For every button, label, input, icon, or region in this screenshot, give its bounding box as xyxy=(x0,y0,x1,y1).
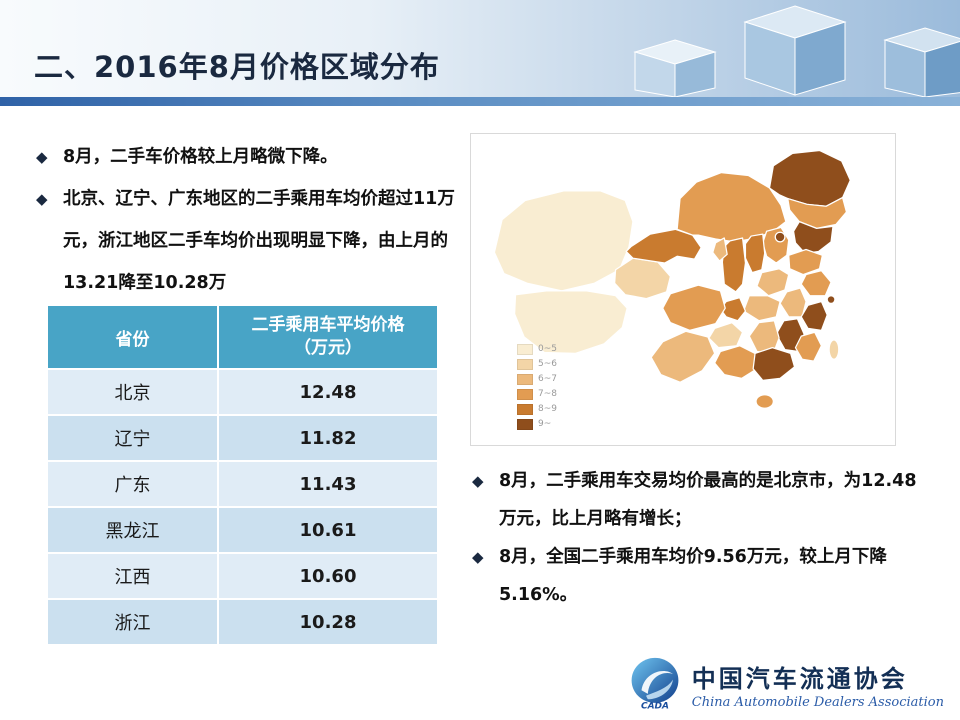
region-fujian xyxy=(794,331,823,362)
china-choropleth-map xyxy=(493,149,851,409)
bullet-item: ◆ 8月，二手车价格较上月略微下降。 xyxy=(36,136,460,178)
legend-swatch xyxy=(517,374,533,385)
table-row: 江西 10.60 xyxy=(48,552,437,598)
legend-item: 7~8 xyxy=(517,387,557,402)
legend-swatch xyxy=(517,419,533,430)
legend-swatch xyxy=(517,389,533,400)
footer-org: 中国汽车流通协会 China Automobile Dealers Associ… xyxy=(692,659,944,710)
table-row: 广东 11.43 xyxy=(48,460,437,506)
bullet-text: 8月，全国二手乘用车均价9.56万元，较上月下降5.16%。 xyxy=(499,547,887,605)
region-taiwan xyxy=(828,339,840,360)
org-name-en: China Automobile Dealers Association xyxy=(691,694,944,710)
region-jilin xyxy=(787,196,848,229)
province-cell: 江西 xyxy=(48,554,219,598)
bullet-text: 北京、辽宁、广东地区的二手乘用车均价超过11万元，浙江地区二手车均价出现明显下降… xyxy=(63,189,455,293)
province-cell: 广东 xyxy=(48,462,219,506)
legend-swatch xyxy=(517,359,533,370)
cada-logo-text: CADA xyxy=(641,701,669,711)
bullet-item: ◆ 北京、辽宁、广东地区的二手乘用车均价超过11万元，浙江地区二手车均价出现明显… xyxy=(36,178,460,304)
legend-swatch xyxy=(517,344,533,355)
region-tibet xyxy=(513,290,628,355)
region-anhui xyxy=(779,287,807,318)
header-ribbon xyxy=(0,97,960,106)
legend-label: 5~6 xyxy=(538,359,557,369)
legend-label: 0~5 xyxy=(538,344,557,354)
table-header-province: 省份 xyxy=(48,306,219,368)
bullet-item: ◆ 8月，二手乘用车交易均价最高的是北京市，为12.48万元，比上月略有增长； xyxy=(472,462,922,538)
table-row: 北京 12.48 xyxy=(48,368,437,414)
legend-item: 8~9 xyxy=(517,402,557,417)
cada-logo: CADA xyxy=(631,657,679,711)
region-henan xyxy=(756,268,790,297)
price-cell: 11.43 xyxy=(299,473,357,495)
page-title: 二、2016年8月价格区域分布 xyxy=(34,50,440,84)
region-beijing xyxy=(774,231,786,243)
region-shanghai xyxy=(826,295,836,305)
bullet-text: 8月，二手车价格较上月略微下降。 xyxy=(63,147,338,167)
left-bullet-list: ◆ 8月，二手车价格较上月略微下降。 ◆ 北京、辽宁、广东地区的二手乘用车均价超… xyxy=(36,136,460,304)
price-table: 省份 二手乘用车平均价格 （万元） 北京 12.48 辽宁 11.82 广东 1… xyxy=(48,306,437,644)
bullet-diamond-icon: ◆ xyxy=(36,148,48,166)
region-heilongjiang xyxy=(768,149,851,207)
region-yunnan xyxy=(650,330,716,383)
right-bullet-list: ◆ 8月，二手乘用车交易均价最高的是北京市，为12.48万元，比上月略有增长； … xyxy=(472,462,922,614)
province-cell: 浙江 xyxy=(48,600,219,644)
province-cell: 北京 xyxy=(48,370,219,414)
price-cell: 11.82 xyxy=(299,427,357,449)
price-cell: 10.60 xyxy=(299,565,357,587)
region-neimenggu xyxy=(676,171,787,243)
legend-label: 6~7 xyxy=(538,374,557,384)
region-jiangsu xyxy=(800,270,832,297)
table-row: 黑龙江 10.61 xyxy=(48,506,437,552)
legend-item: 9~ xyxy=(517,417,557,432)
region-sichuan xyxy=(662,284,726,331)
legend-item: 6~7 xyxy=(517,372,557,387)
table-header-row: 省份 二手乘用车平均价格 （万元） xyxy=(48,306,437,368)
region-qinghai xyxy=(614,257,672,300)
province-cell: 黑龙江 xyxy=(48,508,219,552)
legend-label: 9~ xyxy=(538,419,552,429)
region-hubei xyxy=(742,295,781,322)
bullet-diamond-icon: ◆ xyxy=(472,548,484,566)
legend-item: 0~5 xyxy=(517,342,557,357)
region-shandong xyxy=(788,248,824,276)
legend-item: 5~6 xyxy=(517,357,557,372)
header-cubes-decoration xyxy=(633,5,960,97)
region-hainan xyxy=(755,394,774,409)
legend-label: 7~8 xyxy=(538,389,557,399)
region-liaoning xyxy=(792,221,834,254)
footer: CADA 中国汽车流通协会 China Automobile Dealers A… xyxy=(628,656,944,712)
region-shanxi xyxy=(744,233,766,274)
region-gansu xyxy=(625,228,702,264)
table-header-price: 二手乘用车平均价格 （万元） xyxy=(251,315,405,358)
price-cell: 12.48 xyxy=(299,381,357,403)
table-row: 浙江 10.28 xyxy=(48,598,437,644)
region-guangdong xyxy=(752,347,796,381)
region-zhejiang xyxy=(800,300,828,331)
table-row: 辽宁 11.82 xyxy=(48,414,437,460)
province-cell: 辽宁 xyxy=(48,416,219,460)
bullet-text: 8月，二手乘用车交易均价最高的是北京市，为12.48万元，比上月略有增长； xyxy=(499,471,917,529)
region-hebei xyxy=(762,226,790,264)
map-legend: 0~5 5~6 6~7 7~8 8~9 9~ xyxy=(517,342,557,432)
region-guizhou xyxy=(708,322,744,349)
bullet-diamond-icon: ◆ xyxy=(36,190,48,208)
bullet-item: ◆ 8月，全国二手乘用车均价9.56万元，较上月下降5.16%。 xyxy=(472,538,922,614)
price-cell: 10.61 xyxy=(299,519,357,541)
china-price-map-card: 0~5 5~6 6~7 7~8 8~9 9~ xyxy=(470,133,896,446)
legend-label: 8~9 xyxy=(538,404,557,414)
region-xinjiang xyxy=(493,190,634,292)
legend-swatch xyxy=(517,404,533,415)
bullet-diamond-icon: ◆ xyxy=(472,472,484,490)
org-name-cn: 中国汽车流通协会 xyxy=(691,664,908,693)
region-guangxi xyxy=(714,345,758,380)
slide-header: 二、2016年8月价格区域分布 xyxy=(0,0,960,97)
price-cell: 10.28 xyxy=(299,611,357,633)
region-ningxia xyxy=(712,237,728,262)
